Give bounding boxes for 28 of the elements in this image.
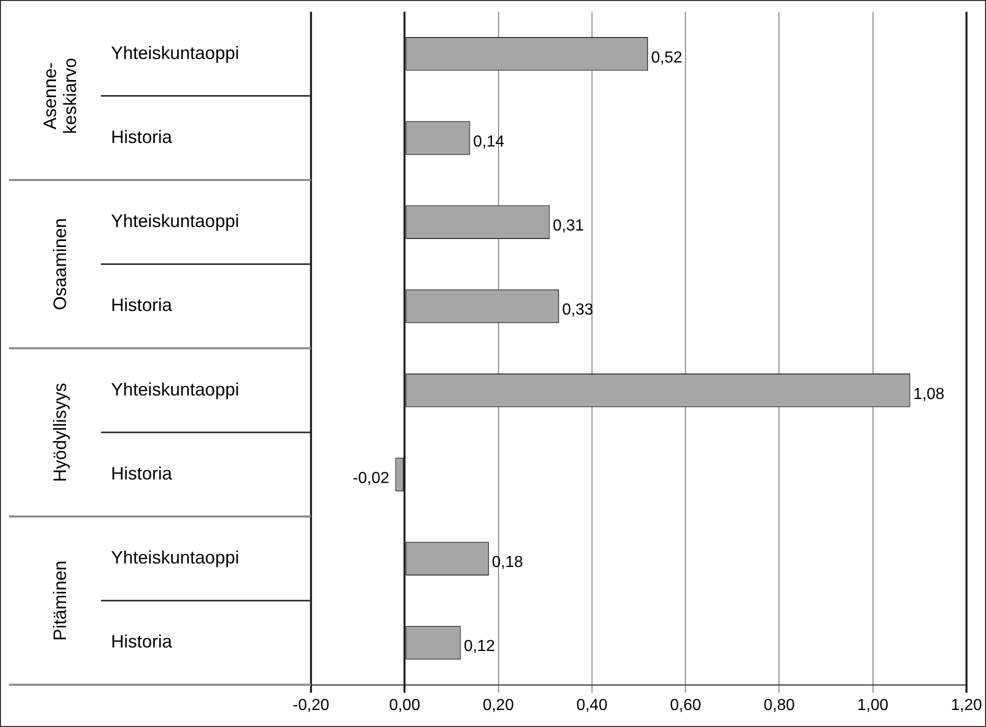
data-label: 0,18 <box>492 554 524 572</box>
text: Hyödyllisyys <box>50 382 70 482</box>
data-label: 0,52 <box>651 49 682 66</box>
data-label: 0,12 <box>464 638 496 656</box>
y-tick-label: Historia <box>111 126 174 147</box>
data-label: 0,33 <box>562 302 594 319</box>
data-label: 1,08 <box>913 386 944 403</box>
y-tick-label: Historia <box>111 295 174 316</box>
x-tick-label: 0,40 <box>576 696 608 714</box>
text: Asenne- keskiarvo <box>40 58 80 134</box>
y-tick-label: Historia <box>111 463 174 484</box>
y-tick-label: Yhteiskuntaoppi <box>111 42 240 63</box>
x-tick-label: 1,00 <box>857 696 888 714</box>
x-tick-label: 0,00 <box>389 696 420 714</box>
x-tick-label: 0,80 <box>764 696 795 714</box>
x-tick-label: -0,20 <box>292 696 330 714</box>
y-tick-label: Yhteiskuntaoppi <box>111 548 240 568</box>
text: Osaaminen <box>50 218 70 310</box>
x-tick-label: 1,20 <box>950 696 982 714</box>
y-tick-label: Yhteiskuntaoppi <box>111 211 240 232</box>
x-tick-label: 0,60 <box>670 696 702 714</box>
y-tick-label: Historia <box>111 632 174 652</box>
y-tick-label: Yhteiskuntaoppi <box>111 379 240 400</box>
x-tick-label: 0,20 <box>482 696 514 714</box>
data-label: -0,02 <box>352 470 390 487</box>
text: Pitäminen <box>50 560 70 641</box>
data-label: 0,14 <box>473 133 504 150</box>
data-label: 0,31 <box>552 218 584 235</box>
